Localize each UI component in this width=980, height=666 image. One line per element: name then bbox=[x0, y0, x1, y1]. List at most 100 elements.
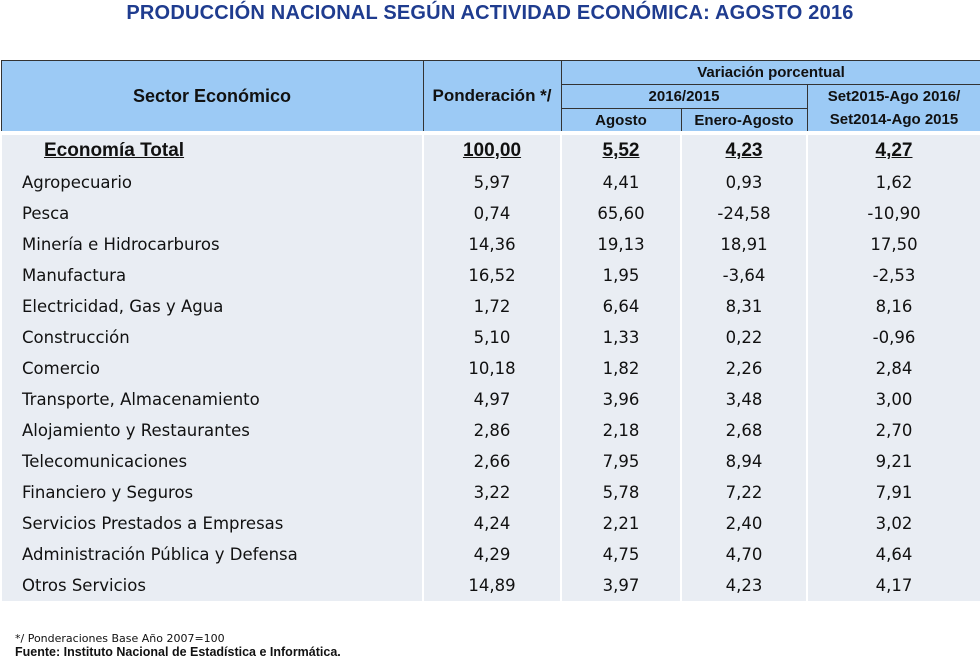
header-period2: Set2015-Ago 2016/ Set2014-Ago 2015 bbox=[806, 84, 980, 134]
cell: 2,70 bbox=[806, 415, 980, 446]
table-row: Servicios Prestados a Empresas 4,24 2,21 2,… bbox=[0, 508, 980, 539]
cell: 2,26 bbox=[680, 353, 808, 384]
table-row: Construcción 5,10 1,33 0,22 -0,96 bbox=[0, 322, 980, 353]
sector-name: Administración Pública y Defensa bbox=[0, 539, 424, 570]
sector-name: Alojamiento y Restaurantes bbox=[0, 415, 424, 446]
table-row: Minería e Hidrocarburos 14,36 19,13 18,91 17… bbox=[0, 229, 980, 260]
header-period2-text: Set2015-Ago 2016/ Set2014-Ago 2015 bbox=[827, 88, 961, 128]
sector-name: Minería e Hidrocarburos bbox=[0, 229, 424, 260]
cell: 4,24 bbox=[422, 508, 562, 539]
cell: 3,02 bbox=[806, 508, 980, 539]
cell: 2,68 bbox=[680, 415, 808, 446]
header-period1: 2016/2015 bbox=[560, 83, 808, 110]
sector-name: Construcción bbox=[0, 322, 424, 353]
cell: 5,78 bbox=[560, 477, 682, 508]
table-row: Telecomunicaciones 2,66 7,95 8,94 9,21 bbox=[0, 446, 980, 477]
cell: 2,18 bbox=[560, 415, 682, 446]
cell: 14,36 bbox=[422, 229, 562, 260]
cell: 7,95 bbox=[560, 446, 682, 477]
cell: 18,91 bbox=[680, 229, 808, 260]
cell: 4,23 bbox=[680, 570, 808, 601]
cell: 3,96 bbox=[560, 384, 682, 415]
cell: 0,22 bbox=[680, 322, 808, 353]
cell: 1,72 bbox=[422, 291, 562, 322]
cell: 4,41 bbox=[560, 167, 682, 198]
cell: -24,58 bbox=[680, 198, 808, 229]
sector-name: Pesca bbox=[0, 198, 424, 229]
table-row: Agropecuario 5,97 4,41 0,93 1,62 bbox=[0, 167, 980, 198]
cell: 3,48 bbox=[680, 384, 808, 415]
cell: 8,31 bbox=[680, 291, 808, 322]
footnote: */ Ponderaciones Base Año 2007=100 bbox=[15, 632, 225, 645]
cell: 4,17 bbox=[806, 570, 980, 601]
header-ponderacion-text: Ponderación */ bbox=[432, 86, 552, 105]
cell: 16,52 bbox=[422, 260, 562, 291]
cell: 1,82 bbox=[560, 353, 682, 384]
cell: 4,97 bbox=[422, 384, 562, 415]
cell: 4,75 bbox=[560, 539, 682, 570]
cell: 17,50 bbox=[806, 229, 980, 260]
data-table: Sector Económico Ponderación */ Variació… bbox=[0, 60, 980, 601]
cell: 5,52 bbox=[560, 131, 682, 167]
header-agosto: Agosto bbox=[560, 108, 682, 134]
cell: 0,74 bbox=[422, 198, 562, 229]
cell: 5,10 bbox=[422, 322, 562, 353]
header-sector: Sector Económico bbox=[0, 60, 424, 134]
cell: 10,18 bbox=[422, 353, 562, 384]
sector-name: Otros Servicios bbox=[0, 570, 424, 601]
cell: 4,29 bbox=[422, 539, 562, 570]
cell: 3,22 bbox=[422, 477, 562, 508]
cell: 0,93 bbox=[680, 167, 808, 198]
table-row: Alojamiento y Restaurantes 2,86 2,18 2,68 2,… bbox=[0, 415, 980, 446]
table-row: Transporte, Almacenamiento 4,97 3,96 3,48 3,… bbox=[0, 384, 980, 415]
cell: 2,40 bbox=[680, 508, 808, 539]
cell: 2,21 bbox=[560, 508, 682, 539]
cell: 3,97 bbox=[560, 570, 682, 601]
table-row: Manufactura 16,52 1,95 -3,64 -2,53 bbox=[0, 260, 980, 291]
cell: 100,00 bbox=[422, 131, 562, 167]
cell: 3,00 bbox=[806, 384, 980, 415]
cell: 2,84 bbox=[806, 353, 980, 384]
cell: 1,33 bbox=[560, 322, 682, 353]
table-row: Otros Servicios 14,89 3,97 4,23 4,17 bbox=[0, 570, 980, 601]
sector-name: Servicios Prestados a Empresas bbox=[0, 508, 424, 539]
table-row: Administración Pública y Defensa 4,29 4,75… bbox=[0, 539, 980, 570]
cell: 1,62 bbox=[806, 167, 980, 198]
sector-name: Telecomunicaciones bbox=[0, 446, 424, 477]
cell: 7,91 bbox=[806, 477, 980, 508]
cell: -2,53 bbox=[806, 260, 980, 291]
header-enero-agosto: Enero-Agosto bbox=[680, 108, 808, 134]
cell: 14,89 bbox=[422, 570, 562, 601]
cell: 8,94 bbox=[680, 446, 808, 477]
sector-name: Electricidad, Gas y Agua bbox=[0, 291, 424, 322]
source-note: Fuente: Instituto Nacional de Estadístic… bbox=[15, 645, 341, 659]
cell: 5,97 bbox=[422, 167, 562, 198]
cell: Economía Total bbox=[0, 131, 424, 167]
cell: 2,66 bbox=[422, 446, 562, 477]
cell: 6,64 bbox=[560, 291, 682, 322]
cell: 65,60 bbox=[560, 198, 682, 229]
header-variacion: Variación porcentual bbox=[560, 60, 980, 85]
cell: 4,27 bbox=[806, 131, 980, 167]
cell: 7,22 bbox=[680, 477, 808, 508]
cell: -3,64 bbox=[680, 260, 808, 291]
sector-name: Transporte, Almacenamiento bbox=[0, 384, 424, 415]
sector-name: Financiero y Seguros bbox=[0, 477, 424, 508]
cell: -10,90 bbox=[806, 198, 980, 229]
cell: 8,16 bbox=[806, 291, 980, 322]
cell: 4,64 bbox=[806, 539, 980, 570]
table-row: Pesca 0,74 65,60 -24,58 -10,90 bbox=[0, 198, 980, 229]
cell: 1,95 bbox=[560, 260, 682, 291]
table-row: Electricidad, Gas y Agua 1,72 6,64 8,31 8,16 bbox=[0, 291, 980, 322]
page-title: PRODUCCIÓN NACIONAL SEGÚN ACTIVIDAD ECON… bbox=[126, 2, 854, 24]
sector-name: Comercio bbox=[0, 353, 424, 384]
table-row: Financiero y Seguros 3,22 5,78 7,22 7,91 bbox=[0, 477, 980, 508]
cell: 19,13 bbox=[560, 229, 682, 260]
cell: 9,21 bbox=[806, 446, 980, 477]
cell: 4,70 bbox=[680, 539, 808, 570]
cell: -0,96 bbox=[806, 322, 980, 353]
header-ponderacion: Ponderación */ bbox=[422, 60, 562, 134]
table-row: Comercio 10,18 1,82 2,26 2,84 bbox=[0, 353, 980, 384]
total-row: Economía Total 100,00 5,52 4,23 4,27 bbox=[0, 131, 980, 167]
sector-name: Manufactura bbox=[0, 260, 424, 291]
